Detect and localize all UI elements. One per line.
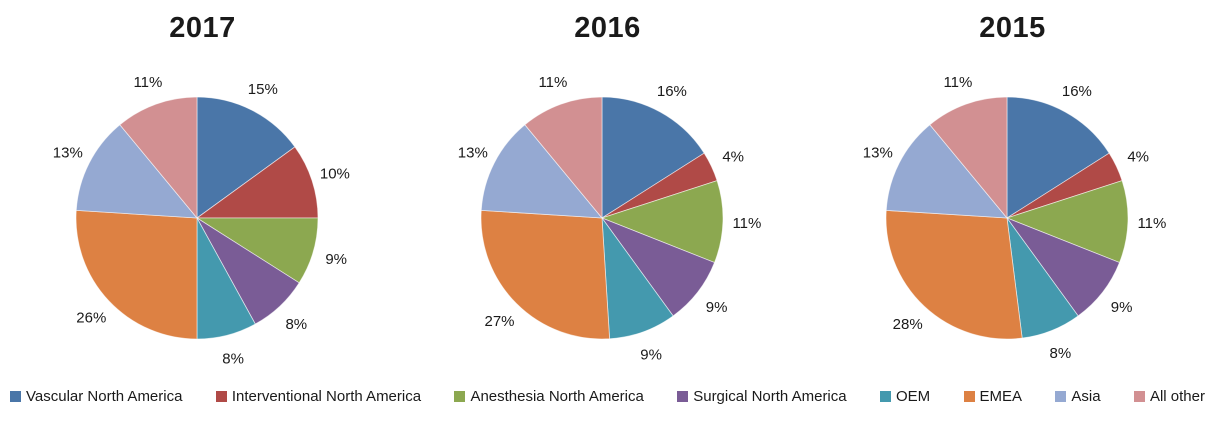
legend-item-anesthesia-north-america: Anesthesia North America	[454, 387, 644, 405]
chart-2016: 16% 4% 11% 9% 9% 27% 13% 11% 2016	[405, 0, 810, 380]
legend-item-asia: Asia	[1055, 387, 1101, 405]
pie-svg-2017: 15% 10% 9% 8% 8% 26% 13% 11%	[53, 74, 350, 368]
legend-swatch-icon	[879, 390, 891, 402]
legend-swatch-icon	[677, 390, 689, 402]
pie-slice-emea	[75, 209, 198, 340]
data-label-vascular-north-america: 16%	[1062, 83, 1092, 100]
chart-2015: 16% 4% 11% 9% 8% 28% 13% 11% 2015	[810, 0, 1215, 380]
data-label-asia: 13%	[863, 144, 893, 161]
data-label-vascular-north-america: 15%	[248, 81, 278, 98]
pie-slice-anesthesia-north-america	[600, 180, 724, 264]
legend-label: Asia	[1071, 387, 1101, 405]
chart-title-2015: 2015	[979, 12, 1046, 44]
pie-slice-all-other	[929, 96, 1008, 220]
data-label-all-other: 11%	[943, 74, 972, 91]
legend-item-interventional-north-america: Interventional North America	[215, 387, 422, 405]
data-label-anesthesia-north-america: 9%	[325, 251, 347, 268]
legend-swatch-icon	[215, 390, 227, 402]
data-label-asia: 13%	[458, 144, 488, 161]
legend-label: All other	[1149, 387, 1205, 405]
pie-slice-all-other	[524, 96, 603, 220]
data-label-asia: 13%	[53, 144, 83, 161]
legend-label: Anesthesia North America	[470, 387, 644, 405]
data-label-oem: 9%	[640, 347, 662, 364]
data-label-interventional-north-america: 4%	[1127, 149, 1149, 166]
legend-label: Interventional North America	[231, 387, 422, 405]
legend-label: Vascular North America	[26, 387, 183, 405]
data-label-oem: 8%	[1050, 345, 1072, 362]
legend: Vascular North America Interventional Nor…	[0, 381, 1215, 411]
data-label-anesthesia-north-america: 11%	[732, 215, 761, 232]
legend-label: Surgical North America	[693, 387, 847, 405]
data-label-oem: 8%	[222, 351, 244, 368]
legend-item-emea: EMEA	[963, 387, 1023, 405]
pie-slice-emea	[480, 209, 611, 340]
data-label-emea: 26%	[76, 310, 106, 327]
pie-slice-interventional-north-america	[195, 146, 319, 219]
data-label-all-other: 11%	[133, 74, 162, 91]
data-label-surgical-north-america: 8%	[285, 316, 307, 333]
legend-swatch-icon	[1055, 390, 1067, 402]
legend-label: OEM	[895, 387, 931, 405]
legend-item-surgical-north-america: Surgical North America	[677, 387, 847, 405]
legend-item-all-other: All other	[1133, 387, 1205, 405]
legend-swatch-icon	[10, 390, 21, 402]
pie-slice-vascular-north-america	[1006, 96, 1110, 219]
legend-label: EMEA	[979, 387, 1023, 405]
pie-slice-vascular-north-america	[601, 96, 705, 219]
data-label-all-other: 11%	[538, 74, 567, 91]
legend-swatch-icon	[963, 390, 975, 402]
pie-slice-anesthesia-north-america	[1005, 180, 1129, 264]
legend-item-vascular-north-america: Vascular North America	[10, 388, 182, 405]
data-label-emea: 27%	[484, 313, 514, 330]
pie-slice-asia	[885, 124, 1008, 219]
data-label-vascular-north-america: 16%	[657, 83, 687, 100]
data-label-anesthesia-north-america: 11%	[1137, 215, 1166, 232]
data-label-emea: 28%	[893, 316, 923, 333]
pie-slice-all-other	[119, 96, 198, 220]
pie-slice-emea	[885, 209, 1023, 340]
legend-item-oem: OEM	[879, 387, 931, 405]
data-label-surgical-north-america: 9%	[706, 299, 728, 316]
pie-slice-asia	[75, 124, 198, 219]
data-label-interventional-north-america: 10%	[320, 165, 350, 182]
chart-2017: 15% 10% 9% 8% 8% 26% 13% 11% 2017	[0, 0, 405, 380]
pie-slice-vascular-north-america	[196, 96, 296, 219]
pie-svg-2016: 16% 4% 11% 9% 9% 27% 13% 11%	[458, 74, 762, 364]
pie-svg-2015: 16% 4% 11% 9% 8% 28% 13% 11%	[863, 74, 1167, 362]
chart-title-2016: 2016	[574, 12, 641, 44]
pie-slice-asia	[480, 124, 603, 219]
data-label-interventional-north-america: 4%	[722, 149, 744, 166]
legend-swatch-icon	[454, 390, 466, 402]
data-label-surgical-north-america: 9%	[1111, 299, 1133, 316]
chart-title-2017: 2017	[169, 12, 236, 44]
legend-swatch-icon	[1133, 390, 1145, 402]
